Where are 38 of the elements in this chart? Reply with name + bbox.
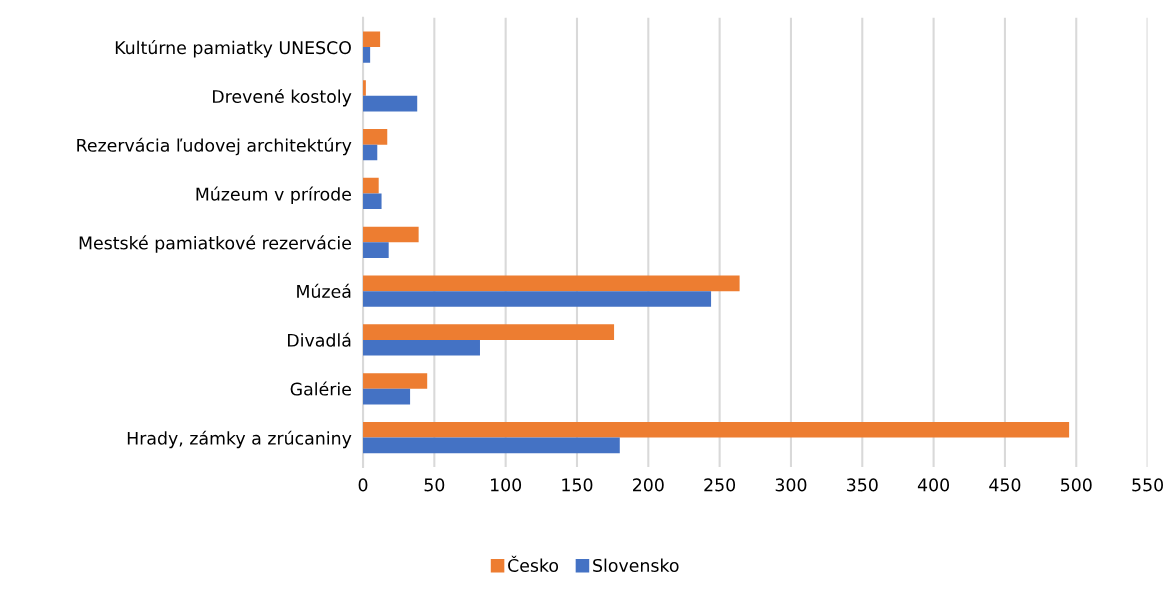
bar [363,291,712,307]
x-tick-label: 500 [1061,478,1092,492]
bar [363,373,428,389]
bar [363,31,381,48]
bar [363,324,615,340]
x-tick-label: 300 [775,478,807,492]
bar [363,177,379,194]
legend-label: Česko [508,555,559,573]
y-tick-label: Kultúrne pamiatky UNESCO [115,40,351,58]
y-tick-label: Rezervácia ľudovej architektúry [77,137,352,156]
y-tick-label: Múzeum v prírode [196,186,351,205]
bar [363,437,620,454]
x-tick-label: 450 [989,478,1021,492]
x-tick-label: 50 [424,478,445,492]
bar [363,242,389,258]
y-tick-label: Divadlá [288,332,351,347]
x-tick-label: 100 [491,478,522,492]
bar [363,275,740,292]
x-tick-label: 550 [1132,478,1163,492]
x-tick-label: 350 [847,478,878,492]
x-tick-label: 200 [633,478,664,492]
bar [363,193,382,210]
bar [363,421,1070,438]
y-tick-label: Mestské pamiatkové rezervácie [79,235,351,253]
bar [363,388,411,405]
bar [363,339,480,356]
x-tick-label: 400 [917,478,950,492]
bar [363,226,419,243]
y-tick-label: Hrady, zámky a zrúcaniny [127,430,352,449]
legend-label: Slovensko [593,558,679,573]
bar [363,95,418,112]
bar [363,129,388,145]
y-tick-label: Múzeá [297,283,351,298]
x-tick-label: 0 [358,478,368,492]
y-tick-label: Galérie [290,381,351,396]
x-tick-label: 150 [562,478,593,492]
x-tick-label: 250 [704,478,736,492]
y-tick-label: Drevené kostoly [213,88,352,107]
